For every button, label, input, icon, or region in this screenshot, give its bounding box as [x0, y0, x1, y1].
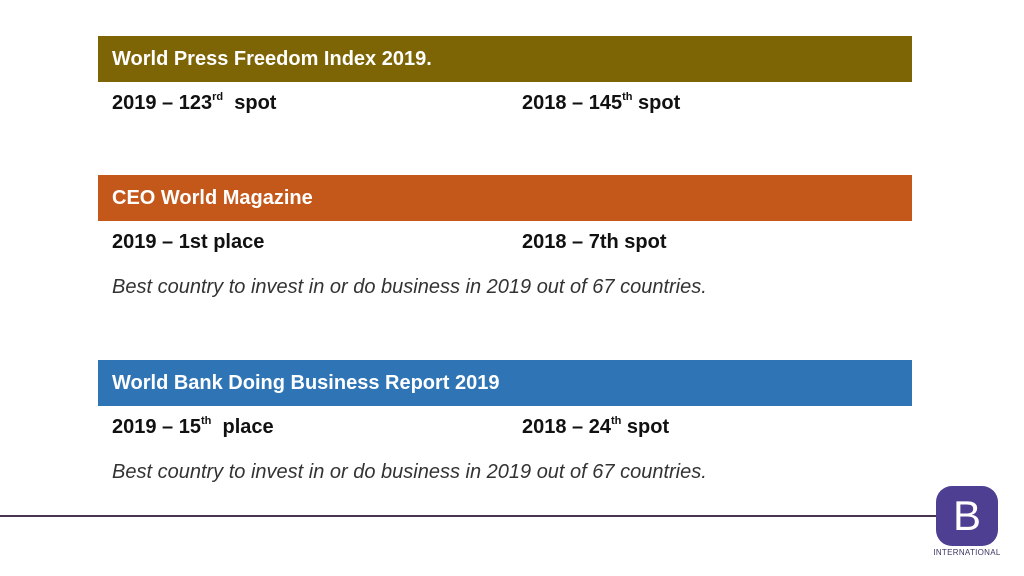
logo-caption: INTERNATIONAL [933, 548, 1001, 557]
section-title: World Press Freedom Index 2019. [112, 47, 432, 70]
section-header: World Bank Doing Business Report 2019 [98, 360, 912, 406]
section-ceo-world: CEO World Magazine 2019 – 1st place 2018… [98, 175, 912, 298]
ranking-2019: 2019 – 15th place [112, 415, 274, 439]
ranking-2018: 2018 – 145th spot [522, 91, 681, 115]
b-international-logo: B [936, 486, 998, 546]
ranking-2019: 2019 – 1st place [112, 231, 265, 253]
section-note: Best country to invest in or do business… [112, 276, 707, 298]
ranking-row: 2019 – 1st place 2018 – 7th spot [98, 221, 912, 261]
section-header: World Press Freedom Index 2019. [98, 36, 912, 82]
ranking-row: 2019 – 15th place 2018 – 24th spot [98, 406, 912, 446]
ranking-2018: 2018 – 24th spot [522, 415, 670, 439]
section-world-bank: World Bank Doing Business Report 2019 20… [98, 360, 912, 483]
section-title: World Bank Doing Business Report 2019 [112, 371, 500, 394]
section-note: Best country to invest in or do business… [112, 461, 707, 483]
section-press-freedom: World Press Freedom Index 2019. 2019 – 1… [98, 36, 912, 122]
section-title: CEO World Magazine [112, 186, 313, 209]
section-header: CEO World Magazine [98, 175, 912, 221]
footer-divider [0, 515, 938, 517]
ranking-2019: 2019 – 123rd spot [112, 91, 277, 115]
logo-letter: B [952, 492, 981, 539]
ranking-row: 2019 – 123rd spot 2018 – 145th spot [98, 82, 912, 122]
ranking-2018: 2018 – 7th spot [522, 231, 667, 253]
